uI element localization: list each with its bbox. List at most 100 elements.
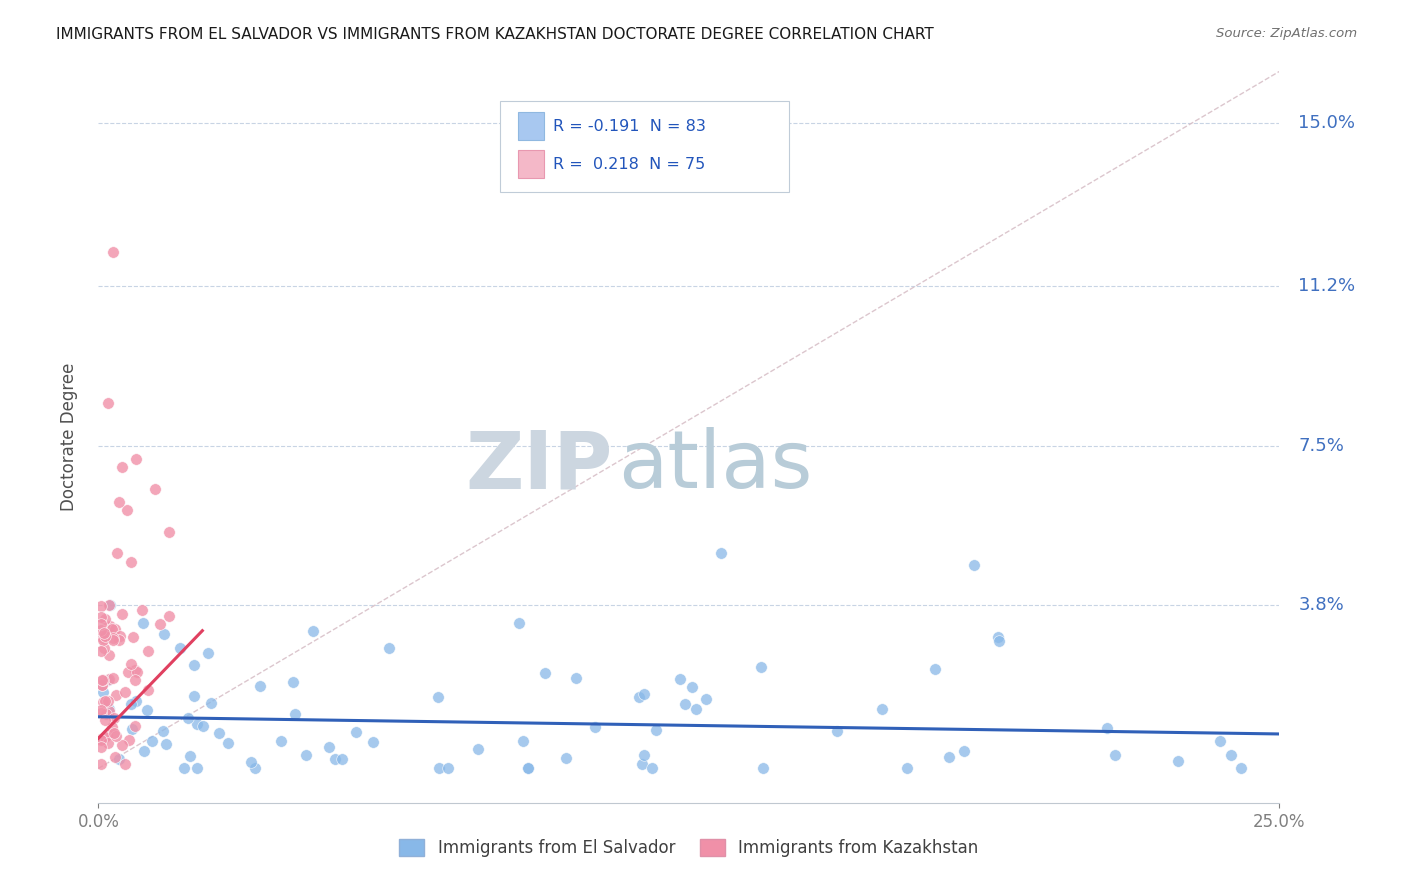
Text: R =  0.218  N = 75: R = 0.218 N = 75 [553, 157, 706, 172]
Point [90, 731, 112, 746]
Point [97, 693, 120, 707]
Point [1209, 733, 1232, 747]
Point [104, 622, 127, 636]
Text: ZIP: ZIP [465, 427, 612, 506]
Point [152, 723, 174, 738]
FancyBboxPatch shape [517, 112, 544, 140]
Point [517, 761, 540, 775]
Point [749, 660, 772, 674]
Point [118, 732, 141, 747]
Text: Source: ZipAtlas.com: Source: ZipAtlas.com [1216, 27, 1357, 40]
Point [134, 744, 156, 758]
Point [330, 752, 353, 766]
Point [90, 623, 112, 637]
Point [97, 673, 120, 687]
Point [90, 616, 112, 631]
Point [641, 761, 664, 775]
Point [673, 697, 696, 711]
Point [131, 603, 153, 617]
Text: 7.5%: 7.5% [1298, 437, 1344, 455]
Point [555, 750, 578, 764]
Point [90, 703, 112, 717]
Point [155, 737, 177, 751]
Y-axis label: Doctorate Degree: Doctorate Degree [59, 363, 77, 511]
Text: 3.8%: 3.8% [1298, 596, 1344, 614]
Point [186, 717, 208, 731]
Point [284, 707, 307, 722]
Point [512, 734, 534, 748]
Point [108, 632, 131, 647]
Point [149, 616, 172, 631]
Point [378, 640, 401, 655]
Point [90, 732, 112, 747]
Point [103, 633, 125, 648]
Point [90, 610, 112, 624]
Point [90, 740, 112, 755]
Point [125, 665, 148, 680]
Point [534, 665, 557, 680]
Point [1104, 747, 1126, 762]
Point [987, 630, 1010, 644]
Point [90, 706, 112, 720]
Point [124, 719, 146, 733]
Point [91, 632, 114, 647]
Point [90, 643, 112, 657]
Point [157, 524, 180, 539]
Point [952, 744, 974, 758]
Point [896, 761, 918, 775]
Point [94, 612, 117, 626]
Point [1220, 747, 1243, 762]
Point [97, 736, 120, 750]
Point [141, 734, 163, 748]
Point [1230, 761, 1253, 775]
Point [97, 672, 120, 686]
Point [122, 630, 145, 644]
Point [90, 599, 112, 614]
Point [710, 546, 733, 560]
Point [169, 640, 191, 655]
Point [870, 702, 893, 716]
Point [243, 761, 266, 775]
Point [111, 738, 134, 752]
Point [104, 729, 127, 743]
Text: IMMIGRANTS FROM EL SALVADOR VS IMMIGRANTS FROM KAZAKHSTAN DOCTORATE DEGREE CORRE: IMMIGRANTS FROM EL SALVADOR VS IMMIGRANT… [56, 27, 934, 42]
Point [93, 626, 115, 640]
Point [117, 665, 139, 679]
Point [124, 673, 146, 688]
Point [107, 752, 129, 766]
Point [111, 607, 134, 621]
Point [98, 702, 121, 716]
Point [103, 725, 125, 739]
Point [361, 735, 384, 749]
Point [270, 734, 292, 748]
Point [143, 482, 166, 496]
Point [104, 749, 127, 764]
Point [681, 680, 703, 694]
Point [96, 728, 118, 742]
Point [987, 634, 1010, 648]
Point [90, 678, 112, 692]
Point [825, 724, 848, 739]
Point [98, 704, 121, 718]
Point [94, 713, 117, 727]
Point [751, 761, 773, 775]
Point [938, 750, 960, 764]
Point [98, 599, 121, 613]
Point [136, 643, 159, 657]
Point [121, 722, 143, 736]
Point [208, 726, 231, 740]
Point [467, 742, 489, 756]
Point [633, 687, 655, 701]
Point [93, 694, 115, 708]
Point [97, 648, 120, 662]
Point [157, 609, 180, 624]
FancyBboxPatch shape [501, 101, 789, 192]
Text: R = -0.191  N = 83: R = -0.191 N = 83 [553, 119, 706, 134]
Point [302, 624, 325, 638]
FancyBboxPatch shape [517, 151, 544, 178]
Point [628, 690, 651, 705]
Legend: Immigrants from El Salvador, Immigrants from Kazakhstan: Immigrants from El Salvador, Immigrants … [392, 832, 986, 864]
Point [427, 761, 450, 775]
Point [91, 673, 114, 687]
Point [114, 757, 136, 772]
